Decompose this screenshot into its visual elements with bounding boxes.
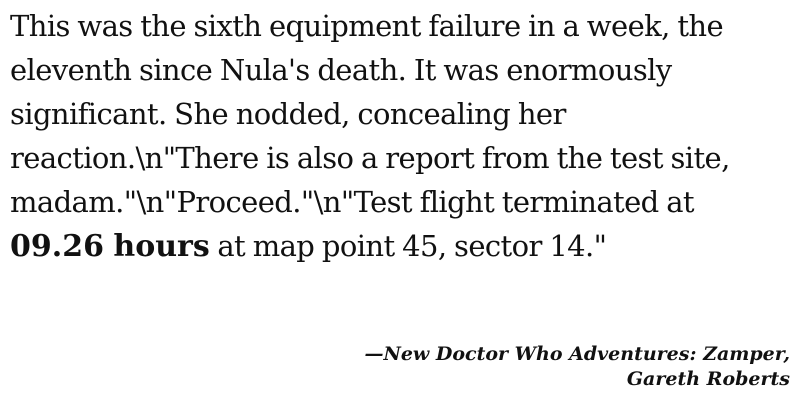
passage-text-before: This was the sixth equipment failure in … xyxy=(10,9,730,219)
quote-passage: This was the sixth equipment failure in … xyxy=(10,4,790,269)
passage-text-after: at map point 45, sector 14." xyxy=(209,229,607,263)
attribution-source: —New Doctor Who Adventures: Zamper, xyxy=(364,343,790,365)
passage-emphasis: 09.26 hours xyxy=(10,229,210,264)
attribution-author: Gareth Roberts xyxy=(626,368,790,390)
quote-attribution: —New Doctor Who Adventures: Zamper, Gare… xyxy=(190,342,790,392)
